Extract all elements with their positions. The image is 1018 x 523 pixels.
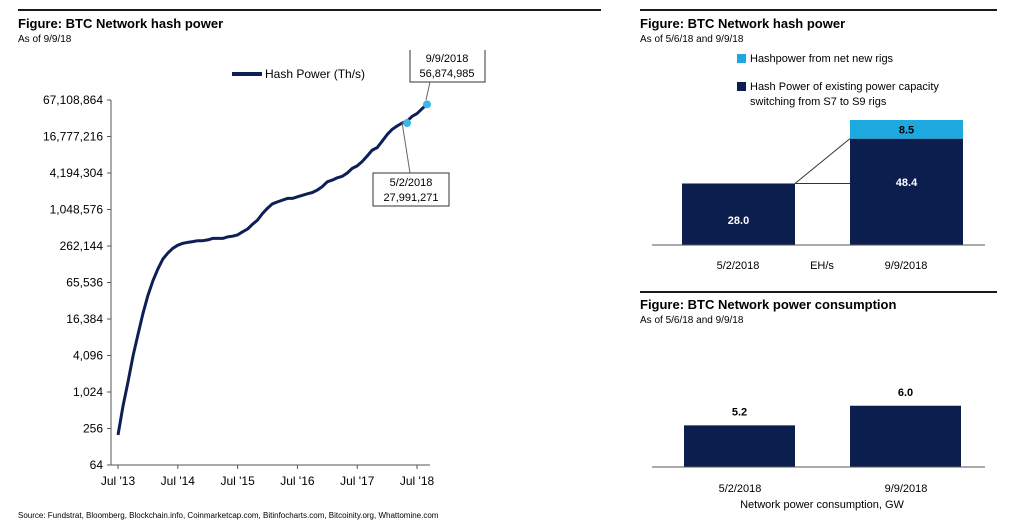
power-bar-value-label: 5.2 bbox=[732, 406, 747, 418]
y-tick-label: 64 bbox=[90, 458, 104, 472]
annotation-value-may: 27,991,271 bbox=[383, 192, 438, 204]
y-tick-label: 16,777,216 bbox=[43, 130, 103, 144]
y-axis-ticks: 64 256 1,024 4,096 16,384 65,536 262,144 1,048,… bbox=[43, 93, 111, 472]
annotation-value-latest: 56,874,985 bbox=[419, 68, 474, 80]
power-bar-0 bbox=[684, 425, 795, 467]
y-tick-label: 262,144 bbox=[60, 239, 104, 253]
y-tick-label: 65,536 bbox=[66, 276, 103, 290]
bar-value-label: 8.5 bbox=[899, 124, 914, 136]
x-tick-label: Jul '17 bbox=[340, 474, 375, 488]
annotation-box-may bbox=[372, 172, 450, 207]
x-axis-title: Network power consumption, GW bbox=[740, 499, 904, 511]
bridge-line-top bbox=[794, 138, 851, 184]
data-marker-may bbox=[403, 119, 412, 128]
x-tick-label: Jul '14 bbox=[161, 474, 196, 488]
left-chart-subtitle: As of 9/9/18 bbox=[18, 34, 72, 45]
hash-power-stacked-bar-chart: 28.0 48.4 8.5 5/2/2018 EH/s 9/9/2018 bbox=[652, 120, 985, 272]
y-tick-label: 256 bbox=[83, 422, 103, 436]
y-tick-label: 16,384 bbox=[66, 312, 103, 326]
bar-value-label: 48.4 bbox=[896, 177, 918, 189]
power-consumption-bar-chart: 5.2 6.0 5/2/2018 9/9/2018 Network power c… bbox=[652, 387, 985, 511]
annotation-date-latest: 9/9/2018 bbox=[426, 53, 469, 65]
x-tick-label: Jul '16 bbox=[280, 474, 315, 488]
annotation-leader-latest bbox=[425, 81, 431, 101]
y-tick-label: 67,108,864 bbox=[43, 93, 103, 107]
bottom-right-chart-subtitle: As of 5/6/18 and 9/9/18 bbox=[640, 315, 744, 326]
unit-label: EH/s bbox=[810, 260, 834, 272]
bottom-right-chart-title: Figure: BTC Network power consumption bbox=[640, 297, 897, 312]
legend-swatch-new-rigs bbox=[737, 54, 746, 63]
power-bar-value-label: 6.0 bbox=[898, 387, 913, 399]
legend-label: Hash Power (Th/s) bbox=[265, 67, 365, 81]
power-bar-1 bbox=[850, 405, 961, 467]
top-right-chart-subtitle: As of 5/6/18 and 9/9/18 bbox=[640, 34, 744, 45]
bottom-right-title-rule bbox=[640, 291, 997, 293]
top-right-chart-title: Figure: BTC Network hash power bbox=[640, 16, 846, 31]
bar-new-rigs-1 bbox=[850, 120, 963, 139]
left-title-rule bbox=[18, 9, 601, 11]
bar-existing-1 bbox=[850, 138, 963, 245]
y-tick-label: 4,096 bbox=[73, 349, 103, 363]
legend-swatch-existing bbox=[737, 82, 746, 91]
x-tick-label: Jul '13 bbox=[101, 474, 136, 488]
legend-label-existing: Hash Power of existing power capacity sw… bbox=[750, 81, 939, 108]
annotation-box-latest bbox=[409, 50, 486, 83]
category-label-may: 5/2/2018 bbox=[719, 483, 762, 495]
category-label-sep: 9/9/2018 bbox=[885, 483, 928, 495]
bar-existing-0 bbox=[682, 183, 795, 245]
x-tick-label: Jul '18 bbox=[400, 474, 435, 488]
y-tick-label: 1,048,576 bbox=[50, 203, 104, 217]
legend-label-new-rigs: Hashpower from net new rigs bbox=[750, 53, 894, 65]
x-axis-ticks: Jul '13 Jul '14 Jul '15 Jul '16 Jul '17 Jul '… bbox=[101, 465, 435, 488]
bar-value-label: 28.0 bbox=[728, 215, 749, 227]
category-label-sep: 9/9/2018 bbox=[885, 260, 928, 272]
annotation-leader-may bbox=[401, 121, 411, 174]
top-right-title-rule bbox=[640, 9, 997, 11]
hash-power-series-line bbox=[116, 103, 428, 436]
x-tick-label: Jul '15 bbox=[220, 474, 255, 488]
left-chart-title: Figure: BTC Network hash power bbox=[18, 16, 224, 31]
hash-power-line-chart: 64 256 1,024 4,096 16,384 65,536 262,144 1,048,… bbox=[43, 50, 486, 488]
source-note: Source: Fundstrat, Bloomberg, Blockchain… bbox=[18, 511, 439, 520]
legend-item-existing: Hash Power of existing power capacity sw… bbox=[737, 80, 967, 110]
category-label-may: 5/2/2018 bbox=[717, 260, 760, 272]
annotation-date-may: 5/2/2018 bbox=[390, 177, 433, 189]
y-tick-label: 1,024 bbox=[73, 385, 103, 399]
data-marker-latest bbox=[423, 100, 431, 109]
y-tick-label: 4,194,304 bbox=[50, 166, 104, 180]
legend-item-new-rigs: Hashpower from net new rigs bbox=[737, 52, 893, 67]
